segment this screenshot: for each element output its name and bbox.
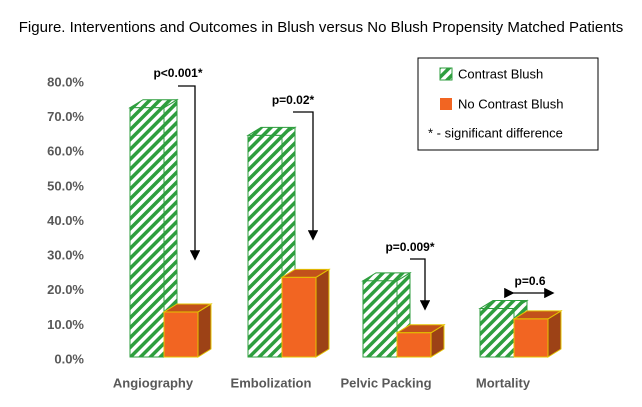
arrows <box>178 85 555 311</box>
bar-front <box>281 276 317 358</box>
x-tick-label: Angiography <box>113 375 194 390</box>
bar <box>280 268 331 358</box>
bar-front <box>163 311 199 358</box>
y-tick-label: 50.0% <box>47 178 84 193</box>
legend-note: * - significant difference <box>428 125 563 140</box>
annotation: p=0.009* <box>385 240 434 254</box>
legend-swatch <box>439 67 453 81</box>
legend-swatch <box>440 98 452 110</box>
bar-front <box>129 107 165 358</box>
annotation: p=0.02* <box>272 93 315 107</box>
y-tick-label: 30.0% <box>47 248 84 263</box>
bar <box>128 98 179 358</box>
bar-front <box>479 308 515 358</box>
y-tick-label: 0.0% <box>54 351 84 366</box>
annotation: p<0.001* <box>153 66 202 80</box>
bar <box>162 303 213 358</box>
bar <box>395 323 446 358</box>
bar-front <box>396 332 432 358</box>
annotation: p=0.6 <box>514 274 545 288</box>
legend-label: No Contrast Blush <box>458 96 564 111</box>
y-tick-label: 70.0% <box>47 109 84 124</box>
legend-label: Contrast Blush <box>458 66 543 81</box>
y-tick-label: 60.0% <box>47 144 84 159</box>
x-tick-label: Embolization <box>231 375 312 390</box>
y-tick-label: 20.0% <box>47 282 84 297</box>
bar-side <box>315 268 330 358</box>
bar-front <box>513 318 549 358</box>
chart-title: Figure. Interventions and Outcomes in Bl… <box>19 19 623 36</box>
bar-front <box>362 280 398 358</box>
bar <box>361 271 412 358</box>
bar-front <box>247 134 283 358</box>
bar-side <box>197 303 212 358</box>
x-tick-label: Mortality <box>476 375 531 390</box>
bar <box>512 310 563 358</box>
y-tick-label: 80.0% <box>47 74 84 89</box>
y-tick-label: 40.0% <box>47 213 84 228</box>
x-tick-label: Pelvic Packing <box>340 375 431 390</box>
y-tick-label: 10.0% <box>47 317 84 332</box>
